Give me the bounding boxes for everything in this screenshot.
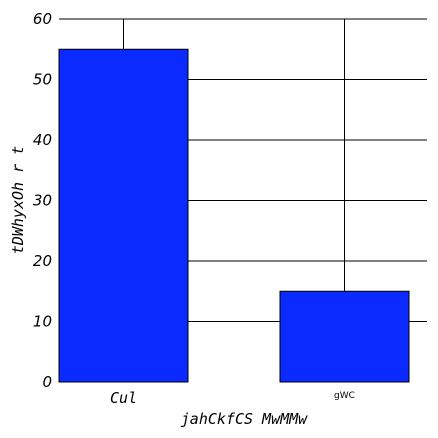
x-axis-label: jahCkfCS MwMMw: [181, 410, 308, 428]
y-tick-label: 40: [33, 131, 52, 149]
y-tick-label: 10: [33, 313, 52, 331]
y-tick-label: 50: [33, 71, 52, 89]
y-axis-label: tDWhyxOh r t: [9, 146, 27, 254]
bar-layer: [58, 48, 410, 383]
x-tick-label: gWC: [334, 391, 355, 401]
bar-gWC: [279, 290, 410, 383]
bar-Cul: [58, 48, 189, 383]
x-tick-label: Cul: [110, 389, 137, 407]
y-tick-label: 20: [33, 252, 52, 270]
y-tick-labels: 0 10 20 30 40 50 60: [33, 10, 52, 391]
y-tick-label: 0: [42, 373, 52, 391]
y-tick-label: 30: [33, 192, 52, 210]
x-tick-labels: Cul gWC: [110, 389, 355, 407]
y-tick-label: 60: [33, 10, 52, 28]
